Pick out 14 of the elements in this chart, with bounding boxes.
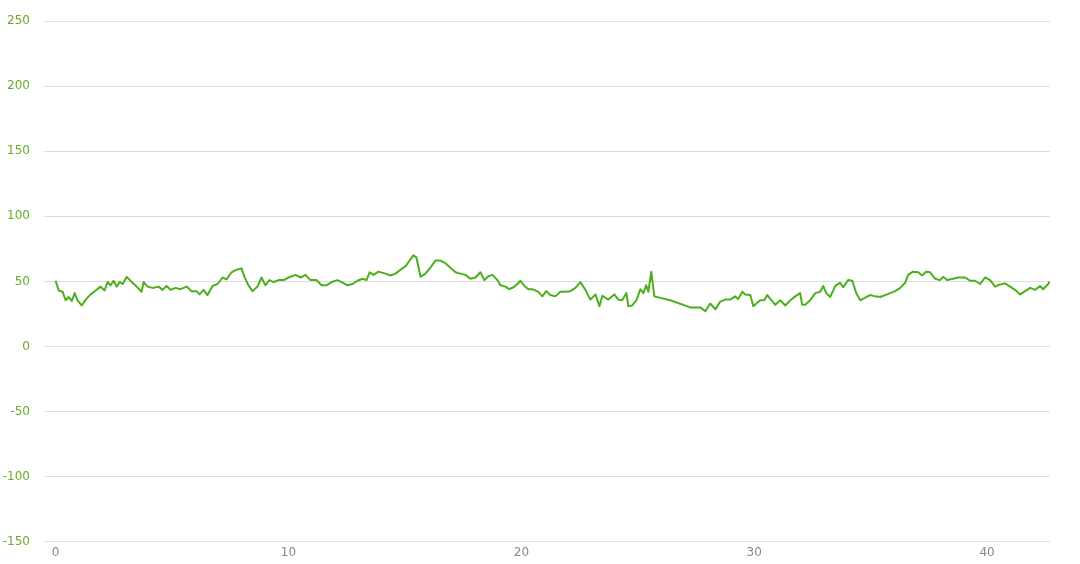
x-tick-label: 0 — [51, 544, 60, 559]
y-tick-label: 50 — [14, 273, 30, 288]
y-tick-label: 0 — [22, 338, 30, 353]
y-tick-label: 100 — [7, 208, 30, 223]
y-tick-label: 200 — [7, 78, 30, 93]
y-tick-label: -50 — [10, 403, 30, 418]
x-tick-label: 20 — [513, 544, 530, 559]
x-tick-label: 30 — [746, 544, 762, 559]
x-tick-label: 10 — [280, 544, 297, 559]
x-tick-label: 40 — [979, 544, 995, 559]
y-tick-label: 250 — [7, 13, 30, 28]
y-tick-label: 150 — [7, 143, 30, 158]
y-tick-label: -150 — [2, 533, 30, 548]
y-tick-label: -100 — [2, 468, 30, 483]
